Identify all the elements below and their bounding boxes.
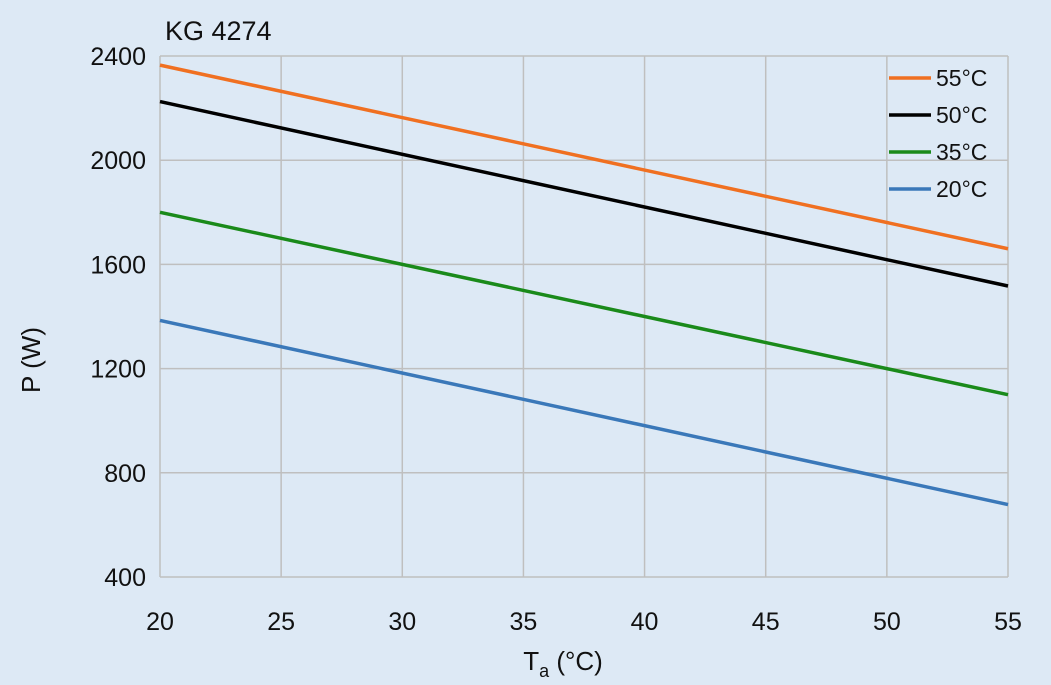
y-tick-label: 2000 bbox=[90, 147, 146, 175]
series-line-35C bbox=[159, 210, 1009, 397]
x-axis-label-main: T bbox=[523, 646, 539, 676]
y-tick-labels: 400 800 1200 1600 2000 2400 bbox=[90, 43, 146, 592]
x-axis-label: Ta (°C) bbox=[523, 646, 603, 681]
series-line-20C bbox=[159, 318, 1009, 507]
x-tick-label: 50 bbox=[873, 608, 901, 636]
y-tick-label: 800 bbox=[104, 460, 146, 488]
series-line-55C bbox=[159, 63, 1009, 251]
x-tick-label: 55 bbox=[994, 608, 1022, 636]
y-tick-label: 1600 bbox=[90, 251, 146, 279]
series-lines bbox=[159, 63, 1009, 507]
legend-label: 35°C bbox=[936, 139, 987, 165]
x-tick-label: 20 bbox=[146, 608, 174, 636]
x-tick-label: 25 bbox=[267, 608, 295, 636]
legend-label: 55°C bbox=[936, 65, 987, 91]
y-tick-label: 1200 bbox=[90, 356, 146, 384]
x-axis-label-subscript: a bbox=[539, 661, 550, 681]
legend: 55°C 50°C 35°C 20°C bbox=[889, 65, 987, 202]
x-tick-label: 40 bbox=[631, 608, 659, 636]
legend-label: 20°C bbox=[936, 176, 987, 202]
x-tick-labels: 20 25 30 35 40 45 50 55 bbox=[146, 608, 1022, 636]
x-tick-label: 45 bbox=[752, 608, 780, 636]
series-line-50C bbox=[159, 99, 1009, 288]
x-tick-label: 35 bbox=[510, 608, 538, 636]
y-axis-label: P (W) bbox=[16, 327, 46, 393]
legend-label: 50°C bbox=[936, 102, 987, 128]
x-tick-label: 30 bbox=[388, 608, 416, 636]
gridlines bbox=[159, 55, 1009, 578]
y-tick-label: 2400 bbox=[90, 43, 146, 71]
chart-title: KG 4274 bbox=[165, 16, 272, 46]
y-tick-label: 400 bbox=[104, 564, 146, 592]
x-axis-label-unit: (°C) bbox=[549, 646, 603, 676]
